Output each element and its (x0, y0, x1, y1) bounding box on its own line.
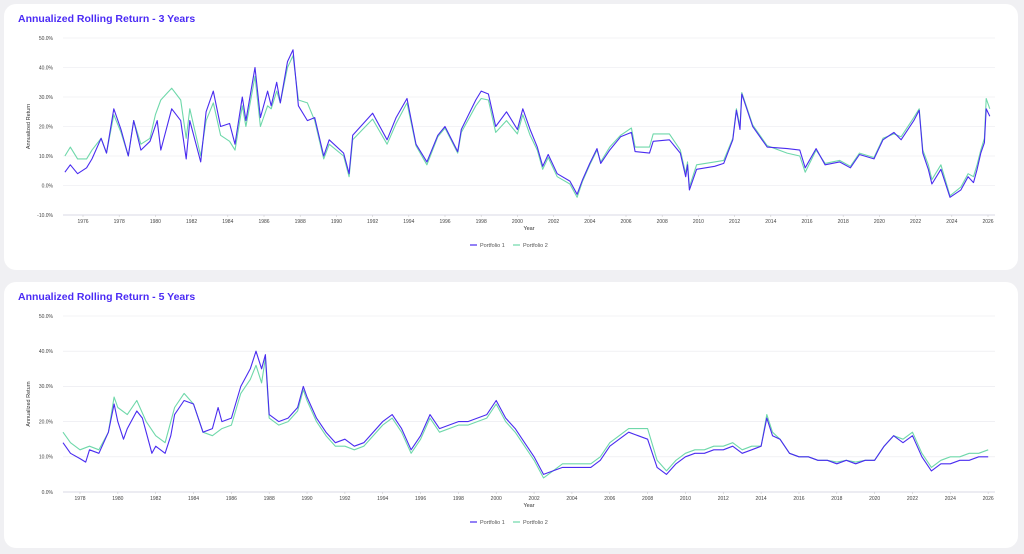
x-tick-label: 2010 (680, 496, 691, 502)
x-tick-label: 2012 (729, 219, 740, 225)
x-tick-label: 1988 (295, 219, 306, 225)
y-tick-label: 40.0% (39, 65, 54, 71)
x-tick-label: 1976 (77, 219, 88, 225)
x-tick-label: 1978 (114, 219, 125, 225)
x-tick-label: 1994 (377, 496, 388, 502)
y-tick-label: 30.0% (39, 95, 54, 101)
x-tick-label: 2008 (642, 496, 653, 502)
x-tick-label: 2018 (831, 496, 842, 502)
x-tick-label: 1982 (150, 496, 161, 502)
x-tick-label: 1986 (226, 496, 237, 502)
x-tick-label: 2010 (693, 219, 704, 225)
y-tick-label: 10.0% (39, 154, 54, 160)
y-tick-label: 0.0% (42, 490, 54, 496)
x-tick-label: 1982 (186, 219, 197, 225)
y-tick-label: 30.0% (39, 384, 54, 390)
chart-title: Annualized Rolling Return - 5 Years (18, 291, 196, 303)
x-tick-label: 1992 (367, 219, 378, 225)
y-axis-label: Annualized Return (26, 381, 32, 426)
series-line-2 (64, 55, 991, 198)
x-tick-label: 1996 (415, 496, 426, 502)
legend-label-2: Portfolio 2 (523, 520, 548, 526)
x-tick-label: 1980 (150, 219, 161, 225)
x-tick-label: 2016 (793, 496, 804, 502)
x-tick-label: 1986 (258, 219, 269, 225)
chart-card-5-years: Annualized Rolling Return - 5 Years 0.0%… (4, 282, 1018, 548)
x-tick-label: 1990 (301, 496, 312, 502)
x-tick-label: 2024 (946, 219, 957, 225)
x-tick-label: 1998 (453, 496, 464, 502)
x-tick-label: 2000 (491, 496, 502, 502)
series-line-1 (64, 49, 991, 198)
y-tick-label: 50.0% (39, 314, 54, 320)
series-line-1 (62, 350, 989, 475)
x-tick-label: 2014 (765, 219, 776, 225)
y-axis-label: Annualized Return (26, 104, 32, 149)
x-tick-label: 2024 (945, 496, 956, 502)
x-tick-label: 1992 (339, 496, 350, 502)
x-tick-label: 2022 (910, 219, 921, 225)
x-tick-label: 1996 (439, 219, 450, 225)
x-tick-label: 1978 (74, 496, 85, 502)
rolling-return-5y-chart: 0.0% 10.0% 20.0% 30.0% 40.0% 50.0% 1978 1980 198… (26, 314, 995, 526)
x-tick-label: 2000 (512, 219, 523, 225)
y-tick-label: 20.0% (39, 124, 54, 130)
x-tick-label: 1984 (222, 219, 233, 225)
y-tick-label: 20.0% (39, 419, 54, 425)
x-tick-label: 1984 (188, 496, 199, 502)
y-tick-label: 40.0% (39, 349, 54, 355)
x-tick-label: 2018 (838, 219, 849, 225)
x-tick-label: 2026 (983, 496, 994, 502)
x-tick-label: 2026 (982, 219, 993, 225)
x-tick-label: 2020 (869, 496, 880, 502)
x-tick-label: 1990 (331, 219, 342, 225)
x-tick-label: 2016 (801, 219, 812, 225)
x-tick-label: 2012 (718, 496, 729, 502)
x-tick-label: 2006 (620, 219, 631, 225)
x-tick-label: 2020 (874, 219, 885, 225)
y-tick-label: 50.0% (39, 36, 54, 42)
x-tick-label: 2008 (657, 219, 668, 225)
legend-label-2: Portfolio 2 (523, 243, 548, 249)
x-tick-label: 1994 (403, 219, 414, 225)
x-tick-label: 1988 (264, 496, 275, 502)
y-tick-label: 10.0% (39, 455, 54, 461)
x-tick-label: 2004 (584, 219, 595, 225)
x-tick-label: 2006 (604, 496, 615, 502)
x-tick-label: 2004 (566, 496, 577, 502)
legend-label-1: Portfolio 1 (480, 243, 505, 249)
x-tick-label: 2002 (548, 219, 559, 225)
x-tick-label: 2002 (529, 496, 540, 502)
legend-label-1: Portfolio 1 (480, 520, 505, 526)
x-tick-label: 1998 (476, 219, 487, 225)
x-tick-label: 2022 (907, 496, 918, 502)
chart-title: Annualized Rolling Return - 3 Years (18, 13, 196, 25)
y-tick-label: -10.0% (37, 213, 53, 219)
x-tick-label: 1980 (112, 496, 123, 502)
series-line-2 (62, 357, 989, 479)
x-axis-label: Year (523, 503, 534, 509)
rolling-return-3y-chart: -10.0% 0.0% 10.0% 20.0% 30.0% 40.0% 50.0% 1976 1… (26, 36, 995, 249)
chart-card-3-years: Annualized Rolling Return - 3 Years -10.… (4, 4, 1018, 270)
x-axis-label: Year (523, 226, 534, 232)
y-tick-label: 0.0% (42, 183, 54, 189)
x-tick-label: 2014 (756, 496, 767, 502)
